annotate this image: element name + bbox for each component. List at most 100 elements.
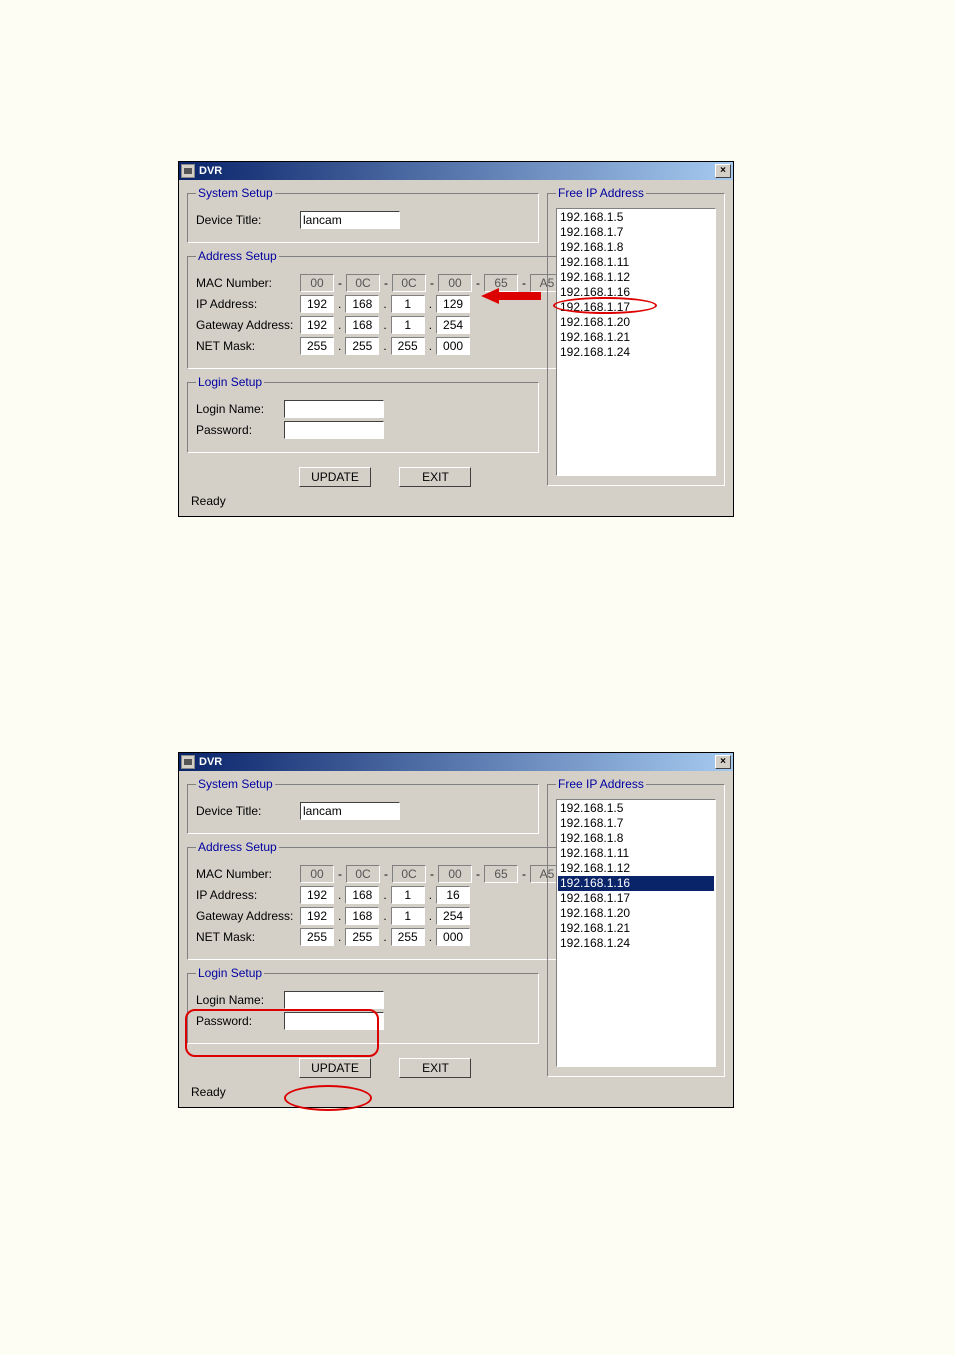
mac-0[interactable] (300, 865, 334, 883)
address-setup-group: Address Setup MAC Number: - - - - - IP A… (187, 249, 573, 369)
button-row: UPDATE EXIT (187, 459, 539, 491)
app-icon (181, 755, 195, 769)
free-ip-list[interactable]: 192.168.1.5192.168.1.7192.168.1.8192.168… (556, 799, 716, 1067)
free-ip-legend: Free IP Address (556, 777, 646, 791)
ip-3[interactable] (436, 295, 470, 313)
ip-1[interactable] (345, 295, 379, 313)
mac-4[interactable] (484, 274, 518, 292)
mac-2[interactable] (392, 865, 426, 883)
free-ip-item[interactable]: 192.168.1.16 (558, 876, 714, 891)
gw-2[interactable] (391, 316, 425, 334)
free-ip-list[interactable]: 192.168.1.5192.168.1.7192.168.1.8192.168… (556, 208, 716, 476)
mac-1[interactable] (346, 865, 380, 883)
address-setup-legend: Address Setup (196, 249, 279, 263)
netmask-label: NET Mask: (196, 930, 296, 944)
nm-3[interactable] (436, 337, 470, 355)
gw-0[interactable] (300, 907, 334, 925)
address-setup-group: Address Setup MAC Number: - - - - - IP A… (187, 840, 573, 960)
update-button[interactable]: UPDATE (299, 467, 371, 487)
mac-2[interactable] (392, 274, 426, 292)
gw-2[interactable] (391, 907, 425, 925)
mac-1[interactable] (346, 274, 380, 292)
free-ip-item[interactable]: 192.168.1.8 (558, 240, 714, 255)
free-ip-item[interactable]: 192.168.1.7 (558, 225, 714, 240)
mac-4[interactable] (484, 865, 518, 883)
mac-0[interactable] (300, 274, 334, 292)
mac-label: MAC Number: (196, 276, 296, 290)
free-ip-item[interactable]: 192.168.1.20 (558, 906, 714, 921)
exit-button[interactable]: EXIT (399, 1058, 471, 1078)
free-ip-group: Free IP Address 192.168.1.5192.168.1.719… (547, 186, 725, 486)
login-setup-group: Login Setup Login Name: Password: (187, 966, 539, 1044)
ip-0[interactable] (300, 886, 334, 904)
login-setup-legend: Login Setup (196, 966, 264, 980)
free-ip-legend: Free IP Address (556, 186, 646, 200)
password-input[interactable] (284, 421, 384, 439)
password-input[interactable] (284, 1012, 384, 1030)
system-setup-legend: System Setup (196, 777, 275, 791)
netmask-label: NET Mask: (196, 339, 296, 353)
login-name-input[interactable] (284, 400, 384, 418)
device-title-input[interactable] (300, 211, 400, 229)
close-icon[interactable]: × (715, 755, 731, 769)
ip-1[interactable] (345, 886, 379, 904)
free-ip-item[interactable]: 192.168.1.12 (558, 270, 714, 285)
free-ip-item[interactable]: 192.168.1.24 (558, 936, 714, 951)
login-name-input[interactable] (284, 991, 384, 1009)
gw-3[interactable] (436, 907, 470, 925)
free-ip-item[interactable]: 192.168.1.7 (558, 816, 714, 831)
close-icon[interactable]: × (715, 164, 731, 178)
nm-2[interactable] (391, 928, 425, 946)
ip-label: IP Address: (196, 297, 296, 311)
ip-3[interactable] (436, 886, 470, 904)
device-title-label: Device Title: (196, 804, 296, 818)
gateway-label: Gateway Address: (196, 909, 296, 923)
free-ip-item[interactable]: 192.168.1.12 (558, 861, 714, 876)
mac-3[interactable] (438, 274, 472, 292)
system-setup-legend: System Setup (196, 186, 275, 200)
ip-0[interactable] (300, 295, 334, 313)
free-ip-item[interactable]: 192.168.1.21 (558, 330, 714, 345)
free-ip-item[interactable]: 192.168.1.16 (558, 285, 714, 300)
nm-0[interactable] (300, 928, 334, 946)
system-setup-group: System Setup Device Title: (187, 186, 539, 243)
update-button[interactable]: UPDATE (299, 1058, 371, 1078)
free-ip-item[interactable]: 192.168.1.17 (558, 891, 714, 906)
gw-1[interactable] (345, 316, 379, 334)
password-label: Password: (196, 423, 280, 437)
nm-0[interactable] (300, 337, 334, 355)
password-label: Password: (196, 1014, 280, 1028)
titlebar[interactable]: DVR × (179, 162, 733, 180)
free-ip-item[interactable]: 192.168.1.17 (558, 300, 714, 315)
free-ip-item[interactable]: 192.168.1.8 (558, 831, 714, 846)
exit-button[interactable]: EXIT (399, 467, 471, 487)
system-setup-group: System Setup Device Title: (187, 777, 539, 834)
window-title: DVR (199, 756, 715, 768)
free-ip-item[interactable]: 192.168.1.11 (558, 255, 714, 270)
device-title-input[interactable] (300, 802, 400, 820)
login-setup-legend: Login Setup (196, 375, 264, 389)
nm-2[interactable] (391, 337, 425, 355)
nm-3[interactable] (436, 928, 470, 946)
mac-3[interactable] (438, 865, 472, 883)
free-ip-item[interactable]: 192.168.1.20 (558, 315, 714, 330)
gw-3[interactable] (436, 316, 470, 334)
dvr-dialog: DVR × System Setup Device Title: Address… (178, 752, 734, 1108)
nm-1[interactable] (345, 928, 379, 946)
free-ip-item[interactable]: 192.168.1.21 (558, 921, 714, 936)
login-name-label: Login Name: (196, 402, 280, 416)
free-ip-item[interactable]: 192.168.1.5 (558, 801, 714, 816)
ip-2[interactable] (391, 886, 425, 904)
gw-0[interactable] (300, 316, 334, 334)
button-row: UPDATE EXIT (187, 1050, 539, 1082)
free-ip-item[interactable]: 192.168.1.5 (558, 210, 714, 225)
free-ip-item[interactable]: 192.168.1.11 (558, 846, 714, 861)
ip-2[interactable] (391, 295, 425, 313)
nm-1[interactable] (345, 337, 379, 355)
dvr-dialog: DVR × System Setup Device Title: Address… (178, 161, 734, 517)
gw-1[interactable] (345, 907, 379, 925)
client-area: System Setup Device Title: Address Setup… (179, 771, 733, 1107)
free-ip-item[interactable]: 192.168.1.24 (558, 345, 714, 360)
titlebar[interactable]: DVR × (179, 753, 733, 771)
login-setup-group: Login Setup Login Name: Password: (187, 375, 539, 453)
